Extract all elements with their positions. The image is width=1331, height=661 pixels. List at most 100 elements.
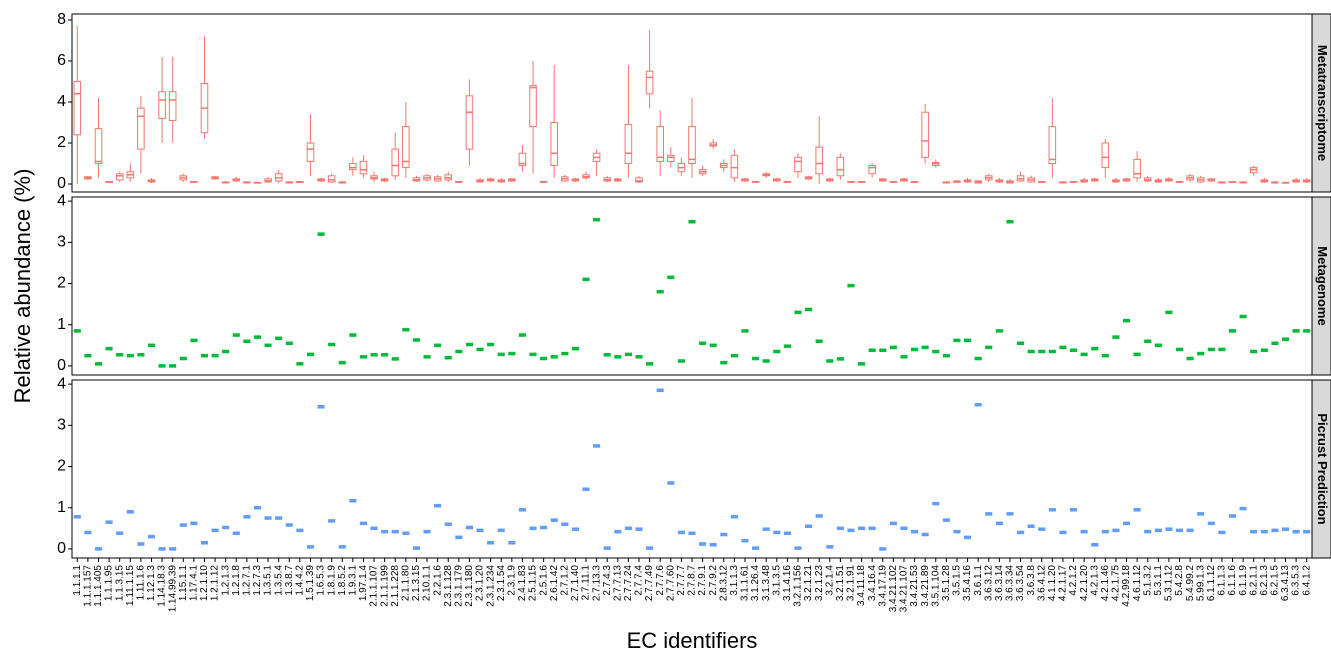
box-iqr [688,126,696,164]
box-iqr [1101,142,1110,169]
box-median [73,515,81,519]
box-median [1207,347,1215,352]
box-median [847,528,855,533]
facet-label: Picrust Prediction [1315,413,1330,524]
box-median [412,338,420,342]
box-median [741,538,749,543]
box-median [571,527,579,531]
box-median [1101,353,1109,358]
box-median [1175,528,1184,533]
box-iqr [137,107,145,150]
box-iqr [624,124,633,164]
box-median [1133,508,1141,512]
facet-strip [1311,13,1331,193]
x-tick-label: 2.3.1.180 [464,565,475,607]
box-median [836,357,844,361]
x-tick-label: 5.3.1.12 [1164,565,1175,602]
x-tick-label: 1.15.1.1 [178,565,189,602]
box-median [1006,219,1014,224]
y-tick-label: 3 [57,417,66,434]
box-median [518,508,526,512]
x-tick-label: 6.3.4.13 [1280,565,1291,602]
box-median [794,310,802,315]
box-median [550,518,558,522]
box-iqr [168,91,177,121]
x-tick-label: 2.2.1.6 [432,565,443,596]
box-iqr [921,111,929,158]
box-median [1038,527,1046,531]
box-median [911,529,919,534]
box-median [158,364,166,368]
y-tick-label: 0 [57,540,66,557]
x-tick-label: 3.2.1.51 [835,565,846,602]
x-tick-label: 3.1.1.61 [740,565,751,602]
box-median [964,338,972,343]
box-iqr [868,165,876,175]
x-tick-label: 3.6.3.14 [994,565,1005,602]
x-tick-label: 3.4.21.53 [909,565,920,607]
box-median [370,526,378,531]
x-tick-label: 2.7.1.40 [570,565,581,602]
box-iqr [1133,158,1141,179]
box-median [328,519,336,523]
y-tick-label: 4 [57,93,66,110]
box-median [73,329,81,333]
box-median [455,535,463,540]
y-tick-label: 2 [57,275,66,292]
box-median [593,217,601,222]
x-tick-label: 6.2.1.5 [1270,565,1281,596]
box-median [964,535,972,540]
box-median [624,352,632,357]
box-median [805,524,813,529]
box-median [1059,345,1067,350]
x-tick-label: 2.3.1.179 [453,565,464,607]
box-median [974,402,982,407]
box-median [688,531,696,536]
box-median [1080,352,1088,357]
x-tick-label: 3.6.3.8 [1026,565,1037,596]
box-median [306,545,314,549]
box-median [1017,341,1025,346]
box-median [1165,527,1173,531]
box-median [84,353,92,358]
box-median [561,351,569,356]
x-tick-label: 1.3.8.7 [284,565,295,596]
box-median [455,349,463,354]
facet-label: Metatranscriptome [1315,45,1330,161]
box-median [1292,329,1300,333]
box-median [222,525,230,530]
box-iqr [349,162,357,171]
x-tick-label: 3.1.4.16 [782,565,793,602]
box-median [868,348,876,353]
box-median [508,351,516,356]
box-median [338,360,346,365]
box-median [720,532,728,537]
box-median [667,275,675,280]
box-median [1048,508,1056,512]
box-median [847,283,855,288]
box-median [677,359,685,363]
box-median [1218,530,1226,535]
box-median [677,530,685,535]
x-axis-title: EC identifiers [627,628,758,653]
box-median [889,345,897,350]
box-median [1080,529,1088,534]
box-median [465,525,473,530]
box-median [720,360,728,365]
box-median [656,290,664,294]
x-tick-label: 1.6.5.3 [316,565,327,596]
box-median [1271,341,1279,346]
x-tick-label: 2.7.4.3 [602,565,613,596]
x-tick-label: 1.11.1.15 [125,565,136,606]
box-median [253,335,262,339]
box-median [1250,529,1258,534]
x-tick-label: 5.3.1.1 [1153,565,1164,596]
box-median [349,333,357,337]
box-median [1070,348,1078,353]
box-median [1070,508,1078,512]
box-median [1144,339,1152,343]
box-median [444,355,452,360]
box-median [730,515,738,519]
